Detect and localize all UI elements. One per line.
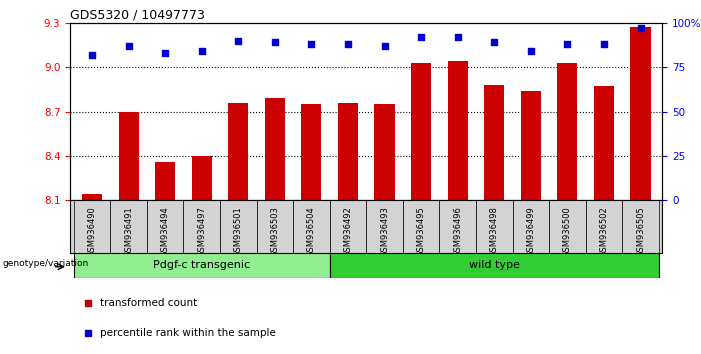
Point xyxy=(599,41,610,47)
Point xyxy=(379,43,390,49)
Text: GSM936498: GSM936498 xyxy=(490,206,498,257)
Bar xyxy=(118,112,139,200)
Text: percentile rank within the sample: percentile rank within the sample xyxy=(100,328,275,338)
Bar xyxy=(82,194,102,200)
Bar xyxy=(521,91,541,200)
Point xyxy=(123,43,134,49)
Text: GSM936502: GSM936502 xyxy=(599,206,608,257)
Bar xyxy=(74,253,329,278)
Bar xyxy=(110,200,147,253)
Bar xyxy=(329,253,659,278)
Bar xyxy=(293,200,329,253)
Text: Pdgf-c transgenic: Pdgf-c transgenic xyxy=(154,261,250,270)
Point xyxy=(489,40,500,45)
Text: GSM936499: GSM936499 xyxy=(526,206,536,257)
Text: GSM936494: GSM936494 xyxy=(161,206,170,257)
Bar xyxy=(265,98,285,200)
Point xyxy=(525,48,536,54)
Bar xyxy=(191,156,212,200)
Text: GDS5320 / 10497773: GDS5320 / 10497773 xyxy=(70,9,205,22)
Bar xyxy=(585,200,622,253)
Bar xyxy=(338,103,358,200)
Bar xyxy=(155,162,175,200)
Text: GSM936497: GSM936497 xyxy=(197,206,206,257)
Bar xyxy=(448,61,468,200)
Bar xyxy=(74,200,110,253)
Text: GSM936495: GSM936495 xyxy=(416,206,426,257)
Text: GSM936500: GSM936500 xyxy=(563,206,572,257)
Text: GSM936501: GSM936501 xyxy=(234,206,243,257)
Text: wild type: wild type xyxy=(469,261,519,270)
Point xyxy=(82,330,93,336)
Text: GSM936491: GSM936491 xyxy=(124,206,133,257)
Bar xyxy=(557,63,578,200)
Bar xyxy=(257,200,293,253)
Bar xyxy=(329,200,366,253)
Bar xyxy=(229,103,248,200)
Bar xyxy=(374,104,395,200)
Text: GSM936492: GSM936492 xyxy=(343,206,353,257)
Text: genotype/variation: genotype/variation xyxy=(2,258,88,268)
Bar xyxy=(184,200,220,253)
Text: GSM936503: GSM936503 xyxy=(271,206,280,257)
Point xyxy=(416,34,427,40)
Bar xyxy=(512,200,549,253)
Bar xyxy=(594,86,614,200)
Bar xyxy=(220,200,257,253)
Bar xyxy=(476,200,512,253)
Point xyxy=(452,34,463,40)
Bar xyxy=(549,200,585,253)
Text: GSM936505: GSM936505 xyxy=(636,206,645,257)
Bar xyxy=(440,200,476,253)
Text: GSM936496: GSM936496 xyxy=(453,206,462,257)
Text: GSM936504: GSM936504 xyxy=(307,206,316,257)
Point xyxy=(306,41,317,47)
Point xyxy=(196,48,207,54)
Bar xyxy=(411,63,431,200)
Bar xyxy=(301,104,322,200)
Point xyxy=(233,38,244,44)
Bar xyxy=(366,200,403,253)
Bar xyxy=(484,85,504,200)
Point xyxy=(160,50,171,56)
Bar xyxy=(147,200,184,253)
Text: GSM936493: GSM936493 xyxy=(380,206,389,257)
Point xyxy=(82,300,93,306)
Point xyxy=(86,52,97,58)
Point xyxy=(562,41,573,47)
Bar xyxy=(622,200,659,253)
Point xyxy=(635,25,646,31)
Point xyxy=(342,41,353,47)
Bar xyxy=(630,28,651,200)
Point xyxy=(269,40,280,45)
Text: transformed count: transformed count xyxy=(100,298,197,308)
Bar xyxy=(403,200,440,253)
Text: GSM936490: GSM936490 xyxy=(88,206,97,257)
